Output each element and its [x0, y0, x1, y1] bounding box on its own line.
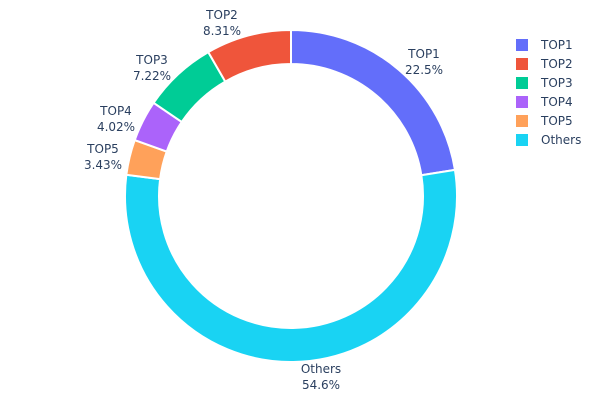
legend-item-top4[interactable]: TOP4	[516, 95, 573, 109]
slice-label-value: 22.5%	[405, 63, 443, 77]
legend-label: TOP4	[540, 95, 573, 109]
slice-label-name: TOP2	[205, 8, 238, 22]
legend-item-others[interactable]: Others	[516, 133, 581, 147]
legend-swatch	[516, 77, 528, 89]
slice-label-top2: TOP2 8.31%	[203, 8, 241, 38]
slice-label-top1: TOP1 22.5%	[405, 47, 443, 77]
legend: TOP1 TOP2 TOP3 TOP4 TOP5 Others	[516, 38, 581, 147]
slice-label-value: 7.22%	[133, 69, 171, 83]
legend-label: TOP5	[540, 114, 573, 128]
legend-item-top3[interactable]: TOP3	[516, 76, 573, 90]
legend-swatch	[516, 96, 528, 108]
slice-label-top4: TOP4 4.02%	[97, 104, 135, 134]
slice-label-top3: TOP3 7.22%	[133, 53, 171, 83]
slice-label-value: 4.02%	[97, 120, 135, 134]
slice-label-name: TOP1	[407, 47, 440, 61]
slice-top2[interactable]	[206, 28, 292, 83]
slice-label-name: TOP5	[86, 142, 119, 156]
legend-swatch	[516, 134, 528, 146]
legend-item-top2[interactable]: TOP2	[516, 57, 573, 71]
slices	[124, 28, 458, 363]
legend-label: TOP2	[540, 57, 573, 71]
legend-swatch	[516, 58, 528, 70]
slice-label-name: TOP3	[135, 53, 168, 67]
slice-label-top5: TOP5 3.43%	[84, 142, 122, 172]
slice-label-value: 54.6%	[302, 378, 340, 392]
slice-label-value: 8.31%	[203, 24, 241, 38]
legend-item-top5[interactable]: TOP5	[516, 114, 573, 128]
slice-others[interactable]	[124, 168, 458, 363]
legend-label: TOP1	[540, 38, 573, 52]
legend-swatch	[516, 39, 528, 51]
legend-item-top1[interactable]: TOP1	[516, 38, 573, 52]
legend-swatch	[516, 115, 528, 127]
slice-label-others: Others 54.6%	[301, 362, 341, 392]
legend-label: TOP3	[540, 76, 573, 90]
legend-label: Others	[541, 133, 581, 147]
slice-labels: TOP1 22.5% TOP2 8.31% TOP3 7.22% TOP4 4.02% TOP5…	[84, 8, 443, 392]
slice-label-value: 3.43%	[84, 158, 122, 172]
slice-label-name: TOP4	[99, 104, 132, 118]
slice-label-name: Others	[301, 362, 341, 376]
